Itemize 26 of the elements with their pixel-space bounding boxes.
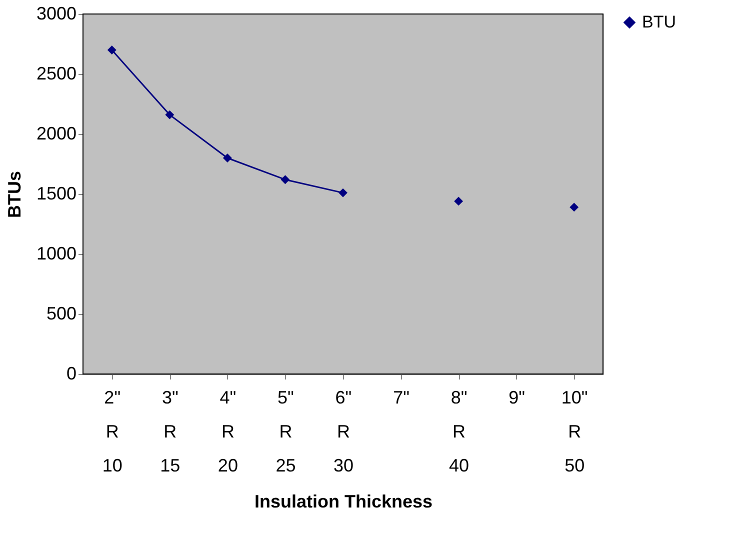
y-tick-label: 2000 (36, 124, 76, 144)
x-tick-label: 6" R 30 (333, 388, 354, 476)
x-tick-label: 4" R 20 (218, 388, 238, 476)
point (570, 202, 579, 212)
x-tick-label: 9" (508, 388, 526, 408)
point (165, 110, 174, 120)
y-tick-label: 1000 (36, 244, 76, 264)
x-tick-label: 5" R 25 (276, 388, 296, 476)
y-axis-title: BTUs (4, 170, 24, 218)
point (222, 154, 232, 162)
x-tick-label: 2" R 10 (102, 388, 122, 476)
y-tick-label: 2500 (36, 64, 76, 84)
y-tick-label: 3000 (36, 4, 76, 24)
point (338, 188, 348, 198)
y-tick-label: 500 (46, 304, 76, 324)
x-tick-label: 3" R 15 (160, 388, 180, 476)
x-axis-title: Insulation Thickness (254, 492, 433, 512)
point (280, 175, 290, 184)
x-tick-label: 7" (393, 388, 410, 408)
y-tick-label: 1500 (36, 184, 76, 204)
point (107, 46, 116, 54)
x-tick-label: 10" R 50 (561, 388, 588, 476)
legend-label: BTU (642, 12, 676, 32)
point (454, 196, 464, 206)
y-tick-label: 0 (66, 364, 76, 384)
x-tick-label: 8" R 40 (449, 388, 470, 476)
